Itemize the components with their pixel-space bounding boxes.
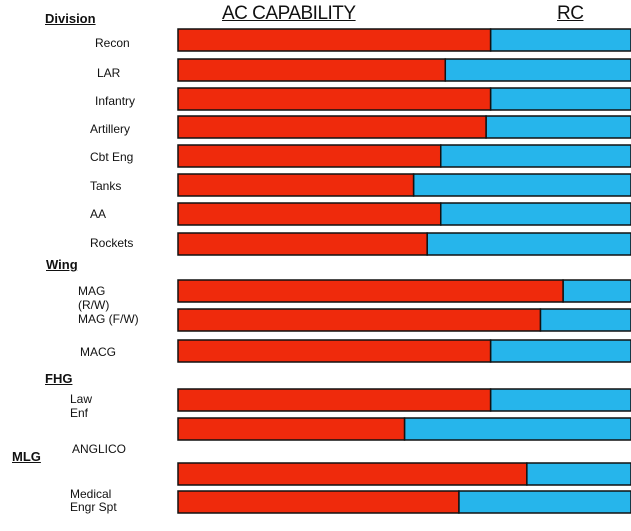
bar-row-rockets bbox=[177, 232, 631, 256]
bar-row-aa bbox=[177, 202, 631, 226]
bar-row-lar bbox=[177, 58, 631, 82]
bar-ac-macg bbox=[177, 339, 492, 363]
bar-ac-aa bbox=[177, 202, 442, 226]
bar-row-law-enf bbox=[177, 388, 631, 412]
group-label-wing: Wing bbox=[46, 257, 78, 272]
bar-rc-medical-engr-spt bbox=[458, 490, 631, 514]
bar-row-cbt-eng bbox=[177, 144, 631, 168]
row-label-anglico: ANGLICO bbox=[72, 442, 127, 456]
row-label-mag-fw: MAG (F/W) bbox=[78, 312, 139, 326]
bar-row-mag-f-w bbox=[177, 308, 631, 332]
bar-rc-mag-r-w bbox=[562, 279, 631, 303]
bar-rc-rockets bbox=[426, 232, 631, 256]
bar-row-artillery bbox=[177, 115, 631, 139]
bar-rc-macg bbox=[489, 339, 631, 363]
bar-rc-mag-f-w bbox=[539, 308, 631, 332]
rc-header: RC bbox=[557, 3, 584, 24]
bar-row-macg bbox=[177, 339, 631, 363]
bar-rc-tanks bbox=[412, 173, 631, 197]
bar-row-recon bbox=[177, 28, 631, 52]
row-label-recon: Recon bbox=[95, 36, 130, 50]
row-label-artillery: Artillery bbox=[90, 122, 131, 136]
row-label-medical-engr-spt: Medical Engr Spt bbox=[70, 487, 117, 514]
row-label-tanks: Tanks bbox=[90, 179, 122, 193]
row-label-lar: LAR bbox=[97, 66, 121, 80]
bar-ac-cbt-eng bbox=[177, 144, 442, 168]
bar-rc-recon bbox=[489, 28, 631, 52]
bar-ac-lar bbox=[177, 58, 447, 82]
bar-row-infantry bbox=[177, 87, 631, 111]
group-label-division: Division bbox=[45, 11, 96, 26]
bar-row-tanks bbox=[177, 173, 631, 197]
bar-ac-infantry bbox=[177, 87, 492, 111]
bar-ac-artillery bbox=[177, 115, 487, 139]
bar-rc-infantry bbox=[489, 87, 631, 111]
bar-rc-artillery bbox=[485, 115, 631, 139]
bar-rc-row-13 bbox=[526, 462, 631, 486]
bar-ac-rockets bbox=[177, 232, 428, 256]
bar-ac-tanks bbox=[177, 173, 415, 197]
bar-row-mag-r-w bbox=[177, 279, 631, 303]
bar-ac-row-13 bbox=[177, 462, 528, 486]
bar-rc-anglico bbox=[403, 417, 631, 441]
bar-ac-law-enf bbox=[177, 388, 492, 412]
group-label-fhg: FHG bbox=[45, 371, 73, 386]
row-label-cbt-eng: Cbt Eng bbox=[90, 150, 134, 164]
bar-row-anglico bbox=[177, 417, 631, 441]
bar-rc-law-enf bbox=[489, 388, 631, 412]
bar-ac-medical-engr-spt bbox=[177, 490, 460, 514]
bar-rc-cbt-eng bbox=[439, 144, 631, 168]
bar-ac-recon bbox=[177, 28, 492, 52]
group-label-mlg: MLG bbox=[12, 449, 41, 464]
bar-row-medical-engr-spt bbox=[177, 490, 631, 514]
row-label-rockets: Rockets bbox=[90, 236, 134, 250]
bar-ac-anglico bbox=[177, 417, 406, 441]
ac-capability-header: AC CAPABILITY bbox=[222, 3, 356, 24]
bar-rc-aa bbox=[439, 202, 631, 226]
row-label-infantry: Infantry bbox=[95, 94, 136, 108]
bar-ac-mag-f-w bbox=[177, 308, 542, 332]
bar-row-row-13 bbox=[177, 462, 631, 486]
row-label-aa: AA bbox=[90, 207, 107, 221]
bar-rc-lar bbox=[444, 58, 631, 82]
row-label-mag-rw: MAG (R/W) bbox=[78, 284, 110, 312]
bar-ac-mag-r-w bbox=[177, 279, 564, 303]
row-label-law-enf: Law Enf bbox=[70, 392, 93, 420]
row-label-macg: MACG bbox=[80, 345, 116, 359]
